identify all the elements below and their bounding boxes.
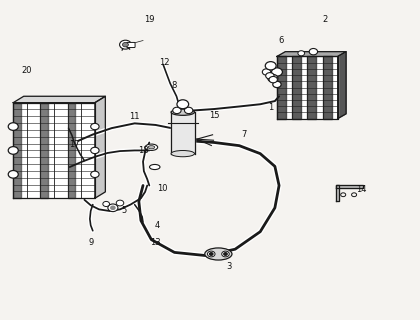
Polygon shape	[95, 96, 105, 198]
Circle shape	[91, 123, 99, 130]
Text: 17: 17	[68, 140, 79, 148]
Ellipse shape	[205, 248, 232, 260]
Polygon shape	[68, 103, 75, 198]
Circle shape	[8, 171, 18, 178]
Circle shape	[272, 68, 282, 76]
Text: 12: 12	[159, 58, 169, 67]
Circle shape	[91, 171, 99, 178]
Polygon shape	[292, 56, 301, 119]
Text: 7: 7	[241, 130, 246, 139]
Polygon shape	[13, 103, 95, 198]
Text: 8: 8	[172, 81, 177, 90]
Circle shape	[91, 147, 99, 154]
Circle shape	[8, 123, 18, 130]
Text: 11: 11	[129, 113, 140, 122]
Circle shape	[269, 76, 277, 83]
Ellipse shape	[171, 150, 194, 157]
Text: 14: 14	[356, 185, 367, 194]
FancyBboxPatch shape	[127, 43, 135, 48]
Polygon shape	[277, 56, 338, 119]
Polygon shape	[171, 112, 194, 154]
Text: 5: 5	[121, 206, 127, 215]
Text: 19: 19	[144, 15, 155, 24]
Polygon shape	[40, 103, 48, 198]
Polygon shape	[338, 52, 346, 119]
Circle shape	[120, 40, 131, 49]
Polygon shape	[277, 52, 346, 56]
Circle shape	[309, 49, 318, 55]
Circle shape	[184, 107, 193, 114]
Circle shape	[111, 206, 115, 209]
Polygon shape	[13, 96, 105, 103]
Text: 15: 15	[209, 111, 219, 120]
Text: 6: 6	[278, 36, 284, 45]
Polygon shape	[13, 103, 21, 198]
Circle shape	[210, 253, 213, 255]
Text: 9: 9	[88, 238, 93, 247]
Text: 3: 3	[226, 262, 231, 271]
Circle shape	[177, 100, 189, 109]
Circle shape	[103, 201, 110, 206]
Circle shape	[265, 62, 276, 70]
Polygon shape	[323, 56, 332, 119]
Circle shape	[207, 251, 215, 257]
Text: 4: 4	[155, 221, 160, 230]
Text: 2: 2	[323, 15, 328, 24]
Circle shape	[224, 253, 227, 255]
Circle shape	[108, 204, 118, 212]
Text: 20: 20	[22, 66, 32, 75]
Circle shape	[298, 51, 304, 56]
Circle shape	[222, 251, 229, 257]
Circle shape	[266, 73, 274, 79]
Circle shape	[352, 193, 357, 197]
Circle shape	[123, 43, 129, 47]
Circle shape	[268, 74, 278, 82]
Circle shape	[262, 69, 271, 75]
Ellipse shape	[171, 109, 194, 115]
Ellipse shape	[150, 164, 160, 170]
Text: 10: 10	[157, 184, 167, 193]
Circle shape	[173, 107, 181, 114]
Ellipse shape	[145, 144, 158, 150]
Circle shape	[8, 147, 18, 154]
Circle shape	[273, 81, 281, 88]
Polygon shape	[336, 186, 363, 188]
Circle shape	[116, 200, 124, 206]
Polygon shape	[277, 56, 286, 119]
Text: 13: 13	[150, 238, 161, 247]
Text: 1: 1	[268, 103, 273, 112]
Ellipse shape	[148, 146, 155, 149]
Polygon shape	[336, 186, 339, 201]
Polygon shape	[307, 56, 316, 119]
Text: 18: 18	[138, 146, 148, 155]
Circle shape	[341, 193, 346, 197]
